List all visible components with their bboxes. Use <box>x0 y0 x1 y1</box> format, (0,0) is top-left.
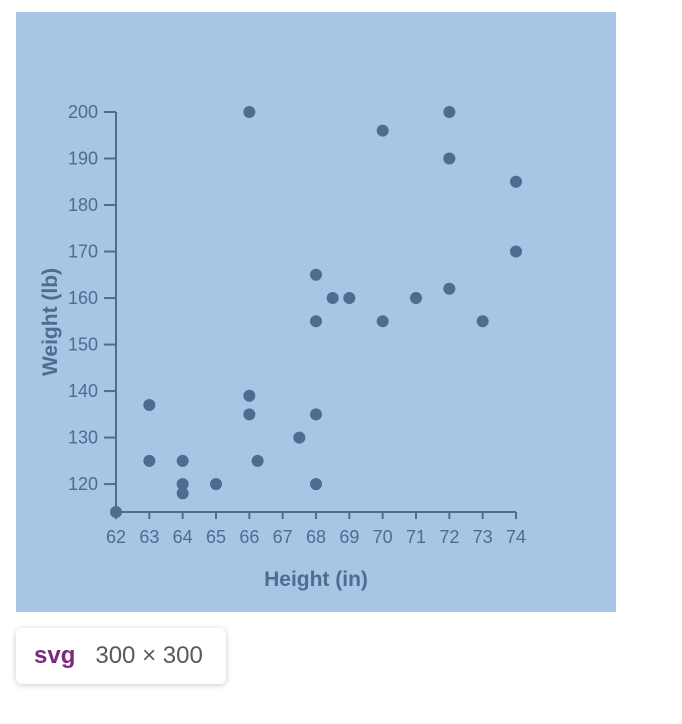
scatter-chart: 62 63 64 65 66 67 68 69 70 71 72 73 74 120 130 140 150 16… <box>16 12 616 612</box>
x-tick-label: 69 <box>339 527 359 547</box>
data-point <box>376 124 389 137</box>
x-tick-label: 73 <box>473 527 493 547</box>
data-point <box>476 315 489 328</box>
element-inspector-tooltip: svg 300 × 300 <box>16 628 226 684</box>
x-tick-label: 70 <box>373 527 393 547</box>
x-tick-label: 67 <box>273 527 293 547</box>
data-point <box>176 454 189 467</box>
data-point <box>326 292 339 305</box>
x-axis-title: Height (in) <box>264 568 368 591</box>
data-point <box>243 408 256 421</box>
y-tick-label: 200 <box>68 102 98 122</box>
data-point <box>443 106 456 118</box>
x-tick-label: 68 <box>306 527 326 547</box>
tooltip-arrow <box>40 617 62 629</box>
tooltip-tag-name: svg <box>34 642 76 669</box>
x-tick-label: 62 <box>106 527 126 547</box>
y-tick-label: 190 <box>68 149 98 169</box>
x-tick-label: 71 <box>406 527 426 547</box>
x-tick-label: 63 <box>139 527 159 547</box>
x-tick-label: 66 <box>239 527 259 547</box>
data-point <box>143 399 156 412</box>
tooltip-dimensions: 300 × 300 <box>95 642 203 669</box>
data-point <box>176 478 189 491</box>
data-point <box>210 478 222 491</box>
data-point <box>410 292 422 305</box>
data-point <box>443 152 456 165</box>
data-point <box>343 292 356 305</box>
y-tick-label: 130 <box>68 428 98 448</box>
data-point <box>443 282 456 295</box>
data-point <box>243 106 256 118</box>
x-tick-label: 72 <box>439 527 459 547</box>
y-tick-label: 120 <box>68 474 98 494</box>
y-tick-label: 180 <box>68 195 98 215</box>
x-tick-label: 74 <box>506 527 526 547</box>
y-tick-label: 160 <box>68 288 98 308</box>
data-point <box>243 389 256 402</box>
data-point <box>143 454 156 467</box>
data-point <box>310 408 322 421</box>
chart-svg: 62 63 64 65 66 67 68 69 70 71 72 73 74 120 130 140 150 16… <box>39 102 526 591</box>
data-point <box>310 478 322 491</box>
data-point <box>293 431 306 444</box>
data-point <box>376 315 389 328</box>
data-point <box>310 315 322 328</box>
data-point <box>176 487 189 500</box>
data-point <box>310 268 322 281</box>
y-tick-label: 140 <box>68 381 98 401</box>
data-point <box>251 454 264 467</box>
data-point <box>110 506 122 518</box>
data-point <box>510 245 522 258</box>
y-axis-title: Weight (lb) <box>39 268 62 376</box>
y-tick-label: 170 <box>68 242 98 262</box>
y-tick-label: 150 <box>68 335 98 355</box>
x-tick-label: 64 <box>173 527 193 547</box>
x-tick-label: 65 <box>206 527 226 547</box>
data-point <box>510 175 522 188</box>
